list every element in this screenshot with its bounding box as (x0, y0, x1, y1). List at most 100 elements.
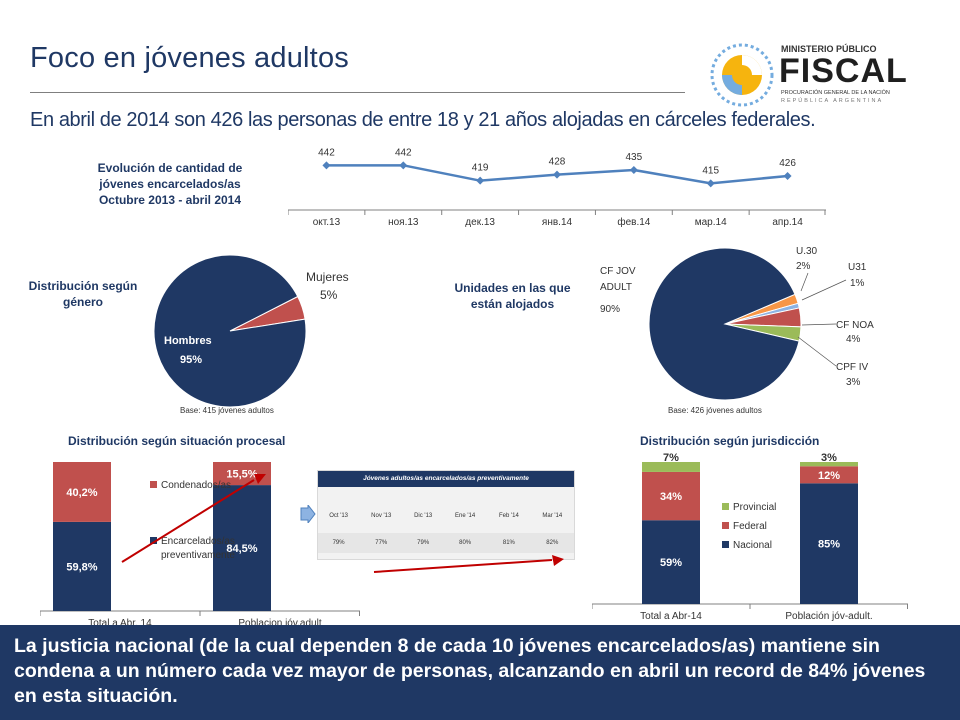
data-label: 415 (702, 165, 719, 176)
bar-value-label: 3% (821, 452, 837, 464)
bar-value-label: 40,2% (66, 487, 97, 499)
subtitle: En abril de 2014 son 426 las personas de… (30, 109, 816, 131)
bar-segment (642, 462, 700, 472)
units-pie-title: Unidades en las que están alojados (454, 281, 571, 311)
sun-emblem-icon (710, 43, 774, 107)
bar-value-label: 85% (818, 539, 840, 551)
data-point (399, 161, 408, 170)
bar-value-label: 84,5% (226, 543, 257, 555)
bar-segment (53, 521, 111, 611)
table-header-cell: Dic '13 (414, 513, 433, 519)
data-label: 435 (626, 152, 643, 163)
slice-value-u30: 2% (796, 261, 811, 272)
x-tick-label: ноя.13 (388, 217, 419, 228)
x-tick-label: Población jóv-adult. (785, 611, 872, 622)
slice-label-hombres: Hombres (164, 335, 212, 347)
bar-segment (53, 462, 111, 522)
pie-slice-hombres (153, 254, 307, 408)
slice-value-cf-noa: 4% (846, 334, 861, 345)
line-chart: окт.13 ноя.13 дек.13 янв.14 фев.14 мар.14 апр.… (288, 147, 826, 228)
arrow-right-icon (300, 503, 316, 525)
preventive-table-grid: Oct '13 Nov '13 Dic '13 Ene '14 Feb '14 … (318, 499, 574, 553)
x-tick-label: фев.14 (617, 216, 650, 228)
bar-segment (642, 520, 700, 604)
x-tick-label: Total a Abr. 14 (88, 618, 152, 627)
footer-banner (0, 625, 960, 720)
legend-label: Federal (733, 521, 767, 532)
procesal-chart-title: Distribución según situación procesal (68, 434, 286, 448)
slice-label-cf-jov-adult: CF JOV (600, 266, 636, 277)
x-tick-label: окт.13 (313, 217, 341, 228)
legend-label: Provincial (733, 502, 776, 513)
bar-segment (800, 462, 858, 467)
logo-line2: FISCAL (779, 52, 908, 90)
units-pie-chart: CF JOV ADULT 90% U.30 2% U31 1% CF NOA 4% CPF IV 3… (600, 246, 874, 401)
logo-line1: MINISTERIO PÚBLICO (781, 44, 877, 54)
table-header-cell: Oct '13 (329, 513, 349, 519)
gender-pie-title: Distribución según género (28, 279, 138, 309)
x-tick-label: дек.13 (465, 217, 495, 228)
slice-label-cf-noa: CF NOA (836, 320, 874, 331)
leader-line-cpf-iv (797, 336, 837, 367)
legend-label: Condenados/as (161, 480, 231, 491)
slice-value-mujeres: 5% (320, 288, 338, 302)
title-divider (30, 92, 685, 93)
gender-pie-base: Base: 415 jóvenes adultos (180, 406, 274, 415)
trend-arrowhead (254, 474, 266, 484)
x-tick-label: Total a Abr-14 (640, 611, 702, 622)
table-value-cell: 77% (375, 540, 388, 546)
legend-swatch (722, 522, 729, 529)
bar-value-label: 59,8% (66, 561, 97, 573)
legend-label-cont: preventivamente (161, 550, 235, 561)
procesal-bar-chart: 59,8% 40,2% Total a Abr. 14 84,5% 15,5% Pobla… (40, 462, 360, 627)
data-point (706, 179, 715, 188)
table-header-cell: Mar '14 (542, 513, 563, 519)
legend-swatch (150, 481, 157, 488)
slice-label-u30: U.30 (796, 246, 818, 257)
trend-arrow-line (121, 479, 255, 563)
jurisdiccion-bar-chart: 59% 34% 7% Total a Abr-14 85% 12% 3% Población … (592, 452, 908, 622)
legend-swatch (150, 537, 157, 544)
bar-segment (642, 471, 700, 521)
table-value-cell: 81% (502, 540, 515, 546)
trend-arrow-icon (373, 555, 564, 573)
bar-segment (800, 483, 858, 604)
data-point (783, 172, 792, 180)
data-label: 419 (472, 163, 489, 174)
page-title: Foco en jóvenes adultos (30, 42, 349, 74)
slice-value-cpf-iv: 3% (846, 377, 861, 388)
slice-label-u31: U31 (848, 262, 867, 273)
data-point (322, 161, 331, 170)
data-label: 428 (549, 157, 566, 168)
x-tick-label: апр.14 (772, 217, 803, 228)
table-value-cell: 79% (417, 540, 430, 546)
table-value-cell: 80% (459, 540, 472, 546)
logo: MINISTERIO PÚBLICO FISCAL PROCURACIÓN GE… (707, 40, 907, 110)
data-point (553, 170, 561, 179)
table-value-cell: 82% (546, 540, 559, 546)
preventive-table: Jóvenes adultos/as encarcelados/as preve… (317, 470, 575, 560)
x-tick-label: Poblacion jóv.adult (238, 618, 321, 627)
legend-swatch (722, 503, 729, 510)
data-label: 442 (318, 147, 335, 158)
slice-label-cpf-iv: CPF IV (836, 362, 869, 373)
table-header-cell: Feb '14 (498, 513, 519, 519)
data-label: 442 (395, 147, 412, 158)
leader-line-u31 (801, 279, 847, 301)
data-point (629, 166, 638, 174)
slice-label-mujeres: Mujeres (306, 270, 349, 284)
pie-slice-cf-jov-adult (648, 247, 800, 401)
logo-line3: PROCURACIÓN GENERAL DE LA NACIÓN (781, 90, 890, 96)
jurisdiccion-chart-title: Distribución según jurisdicción (640, 434, 820, 448)
bar-value-label: 15,5% (226, 469, 257, 481)
leader-line-cf-noa (801, 323, 837, 326)
bar-value-label: 59% (660, 557, 682, 569)
slice-value-cf-jov-adult: 90% (600, 304, 620, 315)
leader-line-u30 (800, 272, 809, 292)
table-header-cell: Ene '14 (455, 513, 476, 519)
legend-label: Nacional (733, 540, 772, 551)
table-value-cell: 79% (332, 540, 345, 546)
bar-value-label: 12% (818, 470, 840, 482)
x-tick-label: мар.14 (695, 217, 727, 228)
x-tick-label: янв.14 (542, 217, 573, 228)
